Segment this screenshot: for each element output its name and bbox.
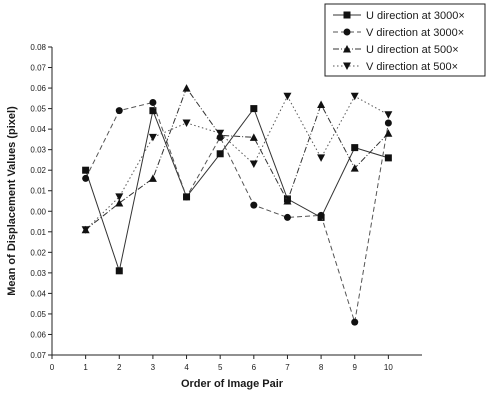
- data-point: [250, 201, 258, 209]
- y-ticks: 0.08 0.07 0.06 0.05 0.04 0.03 0.02 0.01 0.00 0.01…: [30, 43, 52, 360]
- data-point: [148, 174, 157, 182]
- data-point: [317, 100, 326, 108]
- data-point: [283, 92, 292, 101]
- series-4: [81, 92, 393, 234]
- y-tick-label: 0.08: [30, 43, 46, 52]
- data-point: [82, 174, 90, 182]
- series-line: [85, 101, 389, 323]
- series: [81, 84, 393, 326]
- legend-marker: [343, 28, 351, 36]
- x-tick-label: 4: [184, 363, 189, 372]
- data-point: [182, 119, 191, 127]
- legend-label: V direction at 3000×: [366, 27, 464, 39]
- data-point: [82, 166, 90, 174]
- x-tick-label: 8: [319, 363, 324, 372]
- data-point: [115, 107, 123, 115]
- data-point: [384, 119, 392, 127]
- x-axis-title: Order of Image Pair: [181, 378, 284, 390]
- data-point: [384, 154, 392, 162]
- series-2: [82, 98, 392, 326]
- y-tick-label: 0.03: [30, 146, 46, 155]
- x-tick-label: 10: [384, 363, 393, 372]
- x-tick-label: 1: [83, 363, 88, 372]
- data-point: [149, 98, 157, 106]
- y-tick-label: 0.05: [30, 105, 46, 114]
- data-point: [283, 213, 291, 221]
- data-point: [115, 193, 124, 201]
- data-point: [249, 160, 258, 169]
- data-point: [149, 107, 157, 115]
- x-tick-label: 0: [50, 363, 55, 372]
- data-point: [317, 211, 325, 219]
- series-line: [85, 95, 389, 231]
- y-tick-label: 0.02: [30, 166, 46, 175]
- x-tick-label: 3: [151, 363, 156, 372]
- y-tick-label: 0.04: [30, 289, 46, 298]
- axes: [51, 47, 422, 356]
- legend-marker: [343, 11, 351, 19]
- legend: U direction at 3000× V direction at 3000×…: [324, 3, 486, 77]
- data-point: [115, 199, 124, 207]
- x-tick-label: 9: [353, 363, 358, 372]
- data-point: [350, 92, 359, 101]
- legend-marker: [343, 62, 351, 70]
- data-point: [351, 144, 359, 152]
- data-point: [351, 318, 359, 326]
- y-tick-label: 0.02: [30, 248, 46, 257]
- data-point: [384, 129, 393, 137]
- series-line: [85, 87, 389, 231]
- data-point: [249, 133, 258, 141]
- y-tick-label: 0.06: [30, 84, 46, 93]
- legend-box: [324, 3, 486, 77]
- legend-label: U direction at 500×: [366, 44, 459, 56]
- legend-label: U direction at 3000×: [366, 10, 465, 22]
- y-tick-label: 0.05: [30, 310, 46, 319]
- y-tick-label: 0.04: [30, 125, 46, 134]
- x-ticks: 0 1 2 3 4 5 6 7 8 9 10: [50, 355, 393, 372]
- data-point: [182, 84, 191, 92]
- data-point: [384, 111, 393, 119]
- data-point: [216, 129, 225, 138]
- x-tick-label: 6: [252, 363, 257, 372]
- y-tick-label: 0.06: [30, 330, 46, 339]
- legend-label: V direction at 500×: [366, 61, 458, 73]
- data-point: [350, 164, 359, 172]
- series-1: [82, 105, 392, 275]
- series-line: [85, 107, 389, 273]
- y-tick-label: 0.01: [30, 187, 46, 196]
- y-tick-label: 0.07: [30, 64, 46, 73]
- data-point: [283, 197, 292, 205]
- data-point: [148, 133, 157, 142]
- data-point: [317, 154, 326, 162]
- data-point: [250, 105, 258, 113]
- y-tick-label: 0.00: [30, 207, 46, 216]
- series-3: [81, 84, 393, 234]
- y-axis-title: Mean of Displacement Values (pixel): [6, 106, 18, 296]
- data-point: [216, 150, 224, 158]
- y-tick-label: 0.07: [30, 351, 46, 360]
- y-tick-label: 0.01: [30, 228, 46, 237]
- x-tick-label: 7: [285, 363, 290, 372]
- x-tick-label: 5: [218, 363, 223, 372]
- data-point: [81, 226, 90, 234]
- y-tick-label: 0.03: [30, 269, 46, 278]
- data-point: [115, 267, 123, 275]
- x-tick-label: 2: [117, 363, 122, 372]
- data-point: [183, 193, 191, 201]
- legend-marker: [343, 45, 351, 53]
